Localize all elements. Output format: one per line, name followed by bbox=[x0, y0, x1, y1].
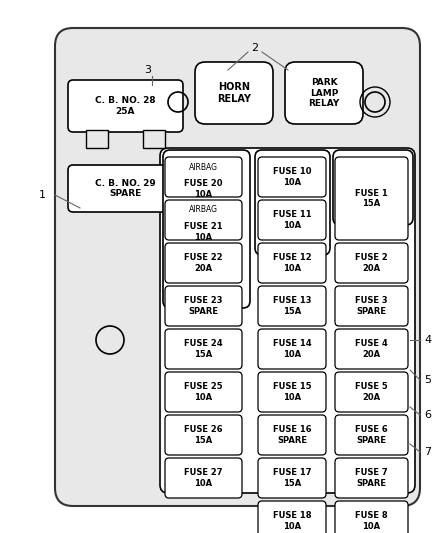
Text: FUSE 20
10A: FUSE 20 10A bbox=[184, 179, 223, 199]
Text: FUSE 6
SPARE: FUSE 6 SPARE bbox=[355, 425, 388, 445]
Text: FUSE 7
SPARE: FUSE 7 SPARE bbox=[355, 469, 388, 488]
FancyBboxPatch shape bbox=[165, 157, 242, 197]
FancyBboxPatch shape bbox=[258, 243, 326, 283]
Text: FUSE 25
10A: FUSE 25 10A bbox=[184, 382, 223, 402]
FancyBboxPatch shape bbox=[165, 372, 242, 412]
Text: FUSE 26
15A: FUSE 26 15A bbox=[184, 425, 223, 445]
FancyBboxPatch shape bbox=[285, 62, 363, 124]
FancyBboxPatch shape bbox=[258, 200, 326, 240]
Text: 1: 1 bbox=[39, 190, 46, 200]
Text: AIRBAG: AIRBAG bbox=[189, 206, 218, 214]
FancyBboxPatch shape bbox=[165, 200, 242, 240]
FancyBboxPatch shape bbox=[258, 286, 326, 326]
Text: FUSE 4
20A: FUSE 4 20A bbox=[355, 340, 388, 359]
Bar bbox=[86, 130, 108, 148]
Text: 3: 3 bbox=[145, 65, 152, 75]
Text: FUSE 13
15A: FUSE 13 15A bbox=[273, 296, 311, 316]
Text: FUSE 16
SPARE: FUSE 16 SPARE bbox=[273, 425, 311, 445]
FancyBboxPatch shape bbox=[335, 243, 408, 283]
Text: PARK
LAMP
RELAY: PARK LAMP RELAY bbox=[308, 78, 339, 108]
Text: AIRBAG: AIRBAG bbox=[189, 163, 218, 172]
FancyBboxPatch shape bbox=[68, 80, 183, 132]
FancyBboxPatch shape bbox=[335, 372, 408, 412]
Text: FUSE 22
20A: FUSE 22 20A bbox=[184, 253, 223, 273]
FancyBboxPatch shape bbox=[68, 165, 183, 212]
FancyBboxPatch shape bbox=[335, 329, 408, 369]
Text: 5: 5 bbox=[424, 375, 431, 385]
Text: FUSE 2
20A: FUSE 2 20A bbox=[355, 253, 388, 273]
Text: FUSE 10
10A: FUSE 10 10A bbox=[273, 167, 311, 187]
FancyBboxPatch shape bbox=[165, 329, 242, 369]
Text: FUSE 1
15A: FUSE 1 15A bbox=[355, 189, 388, 208]
FancyBboxPatch shape bbox=[165, 415, 242, 455]
FancyBboxPatch shape bbox=[333, 150, 413, 225]
Text: FUSE 21
10A: FUSE 21 10A bbox=[184, 222, 223, 241]
Text: FUSE 23
SPARE: FUSE 23 SPARE bbox=[184, 296, 223, 316]
Text: FUSE 5
20A: FUSE 5 20A bbox=[355, 382, 388, 402]
Text: FUSE 17
15A: FUSE 17 15A bbox=[273, 469, 311, 488]
Text: FUSE 27
10A: FUSE 27 10A bbox=[184, 469, 223, 488]
FancyBboxPatch shape bbox=[258, 372, 326, 412]
Text: 6: 6 bbox=[424, 410, 431, 420]
FancyBboxPatch shape bbox=[335, 415, 408, 455]
Text: HORN
RELAY: HORN RELAY bbox=[217, 82, 251, 104]
Text: FUSE 14
10A: FUSE 14 10A bbox=[273, 340, 311, 359]
FancyBboxPatch shape bbox=[258, 329, 326, 369]
Text: 2: 2 bbox=[251, 43, 258, 53]
FancyBboxPatch shape bbox=[258, 501, 326, 533]
Text: FUSE 15
10A: FUSE 15 10A bbox=[273, 382, 311, 402]
FancyBboxPatch shape bbox=[165, 243, 242, 283]
FancyBboxPatch shape bbox=[258, 157, 326, 197]
Text: C. B. NO. 28
25A: C. B. NO. 28 25A bbox=[95, 96, 156, 116]
Text: 7: 7 bbox=[424, 447, 431, 457]
Text: FUSE 8
10A: FUSE 8 10A bbox=[355, 511, 388, 531]
FancyBboxPatch shape bbox=[258, 415, 326, 455]
Text: FUSE 18
10A: FUSE 18 10A bbox=[273, 511, 311, 531]
FancyBboxPatch shape bbox=[165, 458, 242, 498]
Text: 4: 4 bbox=[424, 335, 431, 345]
FancyBboxPatch shape bbox=[335, 501, 408, 533]
Text: FUSE 11
10A: FUSE 11 10A bbox=[273, 211, 311, 230]
FancyBboxPatch shape bbox=[195, 62, 273, 124]
FancyBboxPatch shape bbox=[163, 150, 250, 308]
Bar bbox=[143, 130, 165, 148]
FancyBboxPatch shape bbox=[255, 150, 330, 255]
FancyBboxPatch shape bbox=[335, 157, 408, 240]
FancyBboxPatch shape bbox=[335, 286, 408, 326]
Text: FUSE 24
15A: FUSE 24 15A bbox=[184, 340, 223, 359]
Text: C. B. NO. 29
SPARE: C. B. NO. 29 SPARE bbox=[95, 179, 156, 198]
FancyBboxPatch shape bbox=[258, 458, 326, 498]
Text: FUSE 12
10A: FUSE 12 10A bbox=[273, 253, 311, 273]
FancyBboxPatch shape bbox=[165, 286, 242, 326]
Text: FUSE 3
SPARE: FUSE 3 SPARE bbox=[355, 296, 388, 316]
FancyBboxPatch shape bbox=[160, 148, 415, 493]
FancyBboxPatch shape bbox=[335, 458, 408, 498]
FancyBboxPatch shape bbox=[55, 28, 420, 506]
